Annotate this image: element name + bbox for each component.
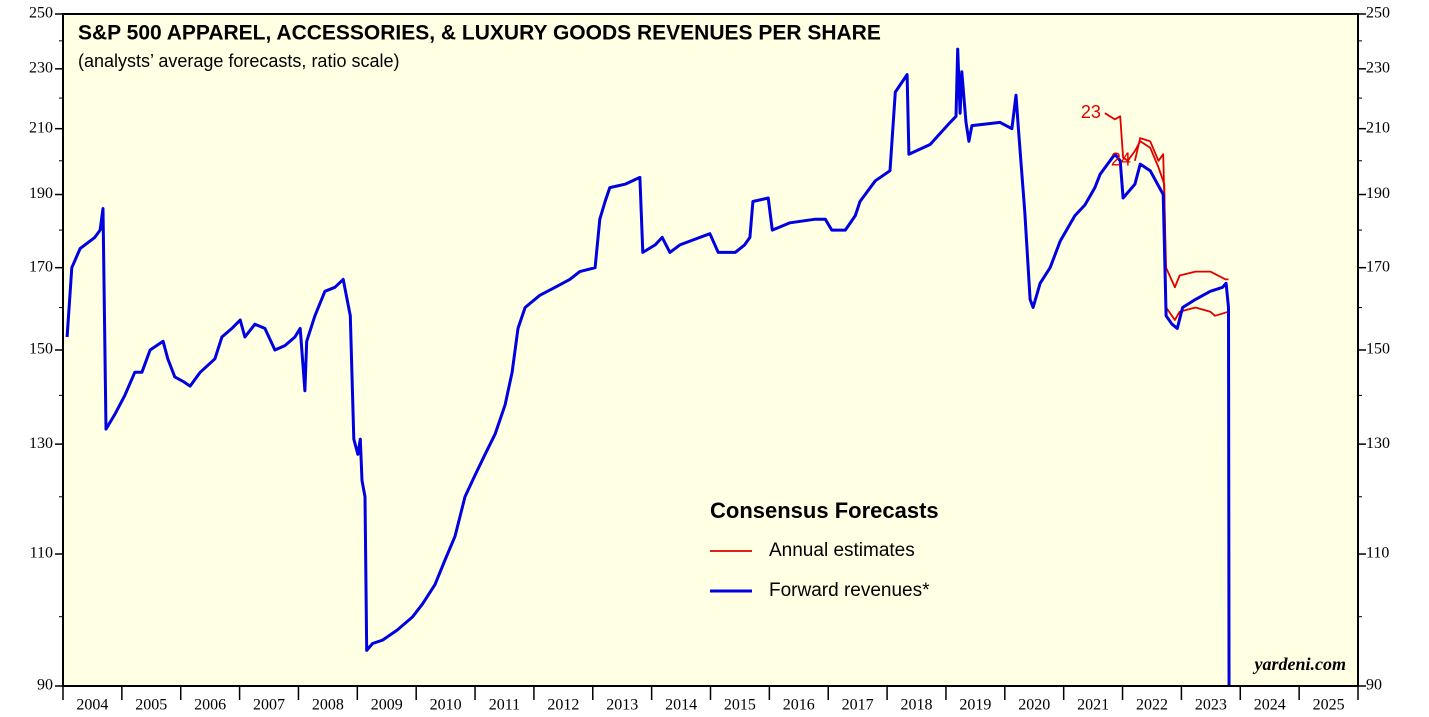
x-tick-label: 2004 (76, 697, 108, 714)
x-tick-label: 2013 (606, 697, 638, 714)
x-tick-label: 2022 (1136, 697, 1168, 714)
legend-title: Consensus Forecasts (710, 498, 939, 523)
x-tick-label: 2023 (1195, 697, 1227, 714)
y2-tick-label: 210 (1366, 119, 1390, 136)
x-tick-label: 2010 (430, 697, 462, 714)
x-tick-label: 2006 (194, 697, 226, 714)
chart-title: S&P 500 APPAREL, ACCESSORIES, & LUXURY G… (78, 22, 881, 45)
y2-tick-label: 190 (1366, 185, 1390, 202)
legend-label: Annual estimates (769, 540, 915, 561)
x-tick-label: 2008 (312, 697, 344, 714)
y-tick-label: 250 (29, 5, 53, 22)
x-tick-label: 2016 (783, 697, 815, 714)
plot-area (63, 14, 1358, 686)
y-tick-label: 170 (29, 258, 53, 275)
series-label: 24 (1111, 150, 1131, 170)
x-tick-label: 2005 (135, 697, 167, 714)
x-tick-label: 2019 (959, 697, 991, 714)
series-line (1134, 137, 1229, 289)
y-tick-label: 110 (30, 545, 53, 562)
y2-tick-label: 250 (1366, 5, 1390, 22)
y2-tick-label: 170 (1366, 258, 1390, 275)
x-tick-label: 2025 (1313, 697, 1345, 714)
series-line (65, 47, 1231, 686)
y2-tick-label: 130 (1366, 435, 1390, 452)
x-tick-label: 2014 (665, 697, 697, 714)
y2-tick-label: 230 (1366, 60, 1390, 77)
x-tick-label: 2015 (724, 697, 756, 714)
y2-tick-label: 150 (1366, 341, 1390, 358)
y2-tick-label: 110 (1366, 545, 1389, 562)
x-tick-label: 2024 (1254, 697, 1286, 714)
x-tick-label: 2007 (253, 697, 285, 714)
x-tick-label: 2017 (842, 697, 874, 714)
x-tick-label: 2021 (1077, 697, 1109, 714)
chart-subtitle: (analysts’ average forecasts, ratio scal… (78, 51, 399, 71)
y-tick-label: 210 (29, 119, 53, 136)
x-tick-label: 2012 (547, 697, 579, 714)
series-label: 23 (1081, 102, 1101, 122)
x-tick-label: 2020 (1018, 697, 1050, 714)
series-line (1104, 112, 1229, 321)
y-tick-label: 150 (29, 341, 53, 358)
y-tick-label: 230 (29, 60, 53, 77)
legend-label: Forward revenues* (769, 580, 930, 601)
x-tick-label: 2011 (489, 697, 520, 714)
y2-tick-label: 90 (1366, 677, 1382, 694)
x-tick-label: 2018 (901, 697, 933, 714)
plot-border (62, 13, 1359, 687)
y-tick-label: 130 (29, 435, 53, 452)
source: yardeni.com (1253, 654, 1347, 674)
lines (65, 47, 1231, 686)
y-tick-label: 90 (37, 677, 53, 694)
y-tick-label: 190 (29, 185, 53, 202)
axes: 90 90 110 110 130 130 150 150 170 170 190 190 210 210… (29, 5, 1390, 714)
x-tick-label: 2009 (371, 697, 403, 714)
